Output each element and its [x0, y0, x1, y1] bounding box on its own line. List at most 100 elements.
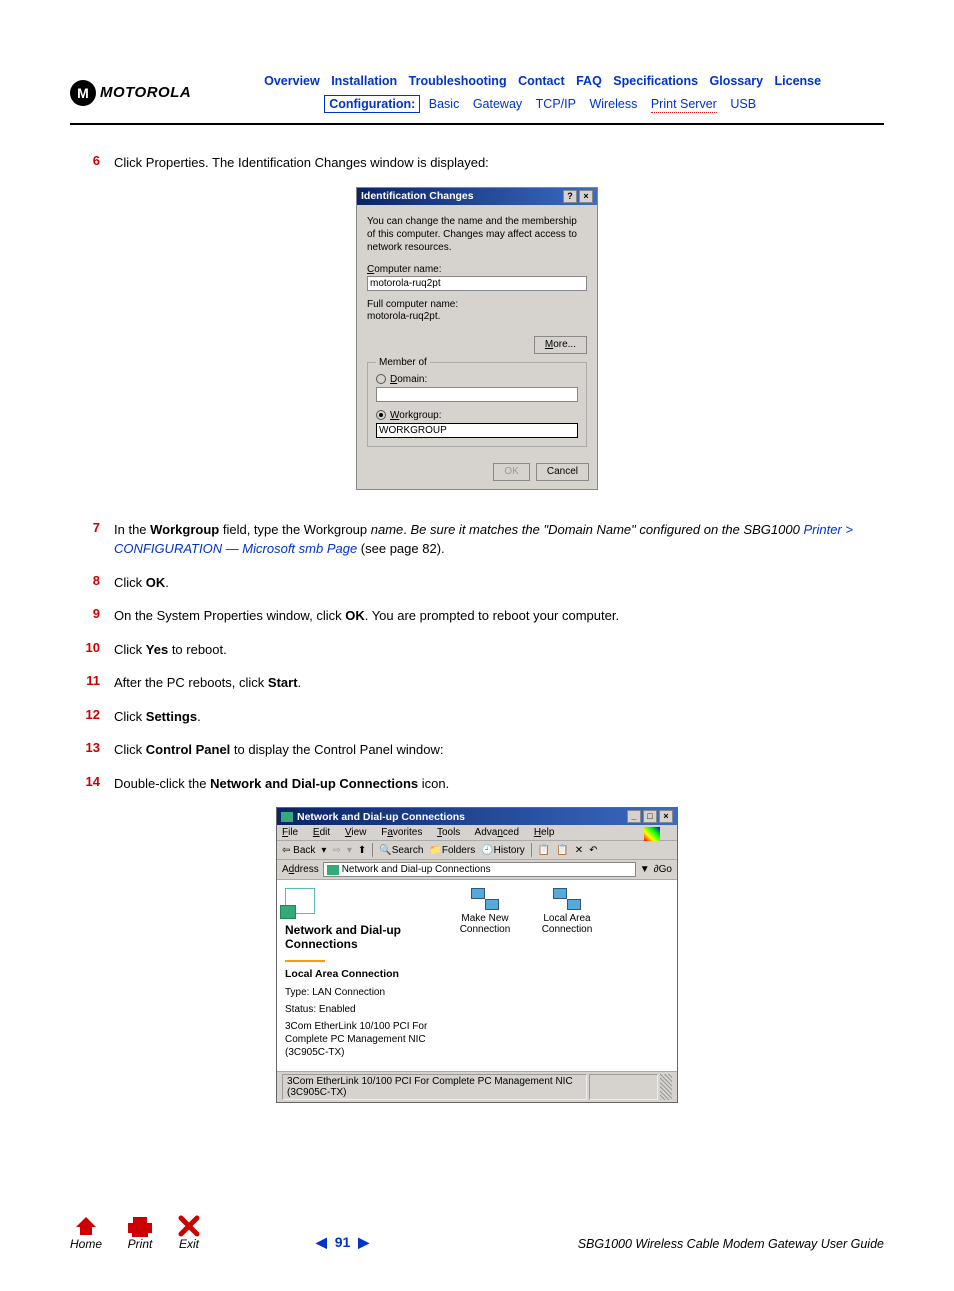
windows-flag-icon	[644, 827, 660, 841]
brand-logo: M MOTOROLA	[70, 80, 191, 106]
make-new-connection-item[interactable]: Make NewConnection	[453, 888, 517, 935]
nav-wireless[interactable]: Wireless	[589, 97, 637, 111]
step-11: 11 After the PC reboots, click Start.	[70, 673, 884, 693]
page-footer: Home Print Exit ◀ 91 ▶ SBG1000 Wireless …	[70, 1213, 884, 1251]
top-navigation: Overview Installation Troubleshooting Co…	[201, 70, 884, 115]
nav-basic[interactable]: Basic	[429, 97, 460, 111]
step-8: 8 Click OK.	[70, 573, 884, 593]
print-link[interactable]: Print	[126, 1213, 154, 1251]
nav-print-server[interactable]: Print Server	[651, 97, 717, 113]
next-page-button[interactable]: ▶	[358, 1234, 369, 1251]
step-text: Click Control Panel to display the Contr…	[114, 740, 884, 760]
more-button[interactable]: More...	[534, 336, 587, 354]
computer-name-input[interactable]	[367, 276, 587, 291]
home-link[interactable]: Home	[70, 1213, 102, 1251]
member-of-legend: Member of	[376, 357, 430, 368]
search-button[interactable]: 🔍Search	[379, 845, 423, 856]
nav-glossary[interactable]: Glossary	[710, 74, 764, 88]
menu-help[interactable]: Help	[534, 827, 555, 838]
ok-button[interactable]: OK	[493, 463, 529, 481]
full-computer-name-value: motorola-ruq2pt.	[367, 311, 587, 322]
step-9: 9 On the System Properties window, click…	[70, 606, 884, 626]
undo-icon[interactable]: ↶	[589, 845, 597, 856]
menu-favorites[interactable]: Favorites	[381, 827, 422, 838]
close-button[interactable]: ×	[659, 810, 673, 823]
step-number: 9	[70, 606, 114, 621]
domain-radio-row[interactable]: Domain:	[376, 374, 578, 385]
minimize-button[interactable]: _	[627, 810, 641, 823]
menu-tools[interactable]: Tools	[437, 827, 460, 838]
menu-edit[interactable]: Edit	[313, 827, 330, 838]
page-header: M MOTOROLA Overview Installation Trouble…	[70, 70, 884, 115]
move-to-icon[interactable]: 📋	[538, 845, 550, 856]
nav-usb[interactable]: USB	[730, 97, 756, 111]
dialog-title: Identification Changes	[361, 190, 474, 202]
dialog-titlebar: Identification Changes ? ×	[357, 188, 597, 205]
menu-advanced[interactable]: Advanced	[475, 827, 519, 838]
step-number: 8	[70, 573, 114, 588]
nav-specifications[interactable]: Specifications	[613, 74, 698, 88]
guide-title: SBG1000 Wireless Cable Modem Gateway Use…	[485, 1237, 884, 1251]
menu-file[interactable]: File	[282, 827, 298, 838]
go-button[interactable]: ∂Go	[654, 864, 672, 875]
nav-tcpip[interactable]: TCP/IP	[536, 97, 576, 111]
step-number: 13	[70, 740, 114, 755]
nav-license[interactable]: License	[775, 74, 822, 88]
nic-line: 3Com EtherLink 10/100 PCI For Complete P…	[285, 1020, 439, 1059]
exit-link[interactable]: Exit	[178, 1213, 200, 1251]
nav-configuration-label[interactable]: Configuration:	[324, 95, 420, 113]
menu-view[interactable]: View	[345, 827, 367, 838]
back-button[interactable]: ⇦ Back	[282, 845, 315, 856]
maximize-button[interactable]: □	[643, 810, 657, 823]
status-bar: 3Com EtherLink 10/100 PCI For Complete P…	[277, 1071, 677, 1102]
status-cell-2	[589, 1074, 658, 1100]
workgroup-radio[interactable]	[376, 410, 386, 420]
up-button[interactable]: ⬆	[358, 845, 366, 856]
local-area-connection-item[interactable]: Local AreaConnection	[535, 888, 599, 935]
cancel-button[interactable]: Cancel	[536, 463, 589, 481]
nav-contact[interactable]: Contact	[518, 74, 565, 88]
address-input[interactable]: Network and Dial-up Connections	[323, 862, 636, 877]
forward-dropdown-icon: ▾	[347, 845, 352, 856]
step-text: In the Workgroup field, type the Workgro…	[114, 520, 884, 559]
back-dropdown-icon[interactable]: ▾	[321, 845, 326, 856]
connection-icon	[471, 888, 499, 910]
history-button[interactable]: 🕘History	[481, 845, 525, 856]
nav-troubleshooting[interactable]: Troubleshooting	[409, 74, 507, 88]
step-number: 10	[70, 640, 114, 655]
identification-changes-dialog: Identification Changes ? × You can chang…	[356, 187, 598, 490]
folders-button[interactable]: 📁Folders	[429, 845, 475, 856]
type-line: Type: LAN Connection	[285, 986, 439, 999]
resize-grip-icon[interactable]	[660, 1074, 672, 1100]
nav-faq[interactable]: FAQ	[576, 74, 602, 88]
address-label: Address	[282, 864, 319, 875]
pane-heading: Network and Dial-up Connections	[285, 923, 439, 952]
prev-page-button[interactable]: ◀	[316, 1234, 327, 1251]
copy-to-icon[interactable]: 📋	[556, 845, 568, 856]
exit-icon	[178, 1213, 200, 1237]
dialog-description: You can change the name and the membersh…	[367, 215, 587, 254]
full-computer-name-label: Full computer name:	[367, 299, 587, 310]
step-text: After the PC reboots, click Start.	[114, 673, 884, 693]
close-button[interactable]: ×	[579, 190, 593, 203]
domain-radio[interactable]	[376, 374, 386, 384]
nav-overview[interactable]: Overview	[264, 74, 320, 88]
window-icon	[281, 812, 293, 822]
address-dropdown-icon[interactable]: ▼	[640, 864, 650, 875]
domain-label: Domain:	[390, 374, 427, 385]
step-text: Double-click the Network and Dial-up Con…	[114, 774, 884, 794]
delete-icon[interactable]: ✕	[575, 845, 583, 856]
domain-input[interactable]	[376, 387, 578, 402]
window-titlebar: Network and Dial-up Connections _ □ ×	[277, 808, 677, 825]
help-button[interactable]: ?	[563, 190, 577, 203]
workgroup-label: Workgroup:	[390, 410, 442, 421]
connection-icon	[553, 888, 581, 910]
workgroup-radio-row[interactable]: Workgroup:	[376, 410, 578, 421]
nav-gateway[interactable]: Gateway	[473, 97, 522, 111]
workgroup-input[interactable]	[376, 423, 578, 438]
forward-button: ⇨	[332, 845, 340, 856]
member-of-fieldset: Member of Domain: Workgroup:	[367, 362, 587, 447]
step-number: 6	[70, 153, 114, 168]
brand-name: MOTOROLA	[100, 84, 191, 101]
nav-installation[interactable]: Installation	[331, 74, 397, 88]
